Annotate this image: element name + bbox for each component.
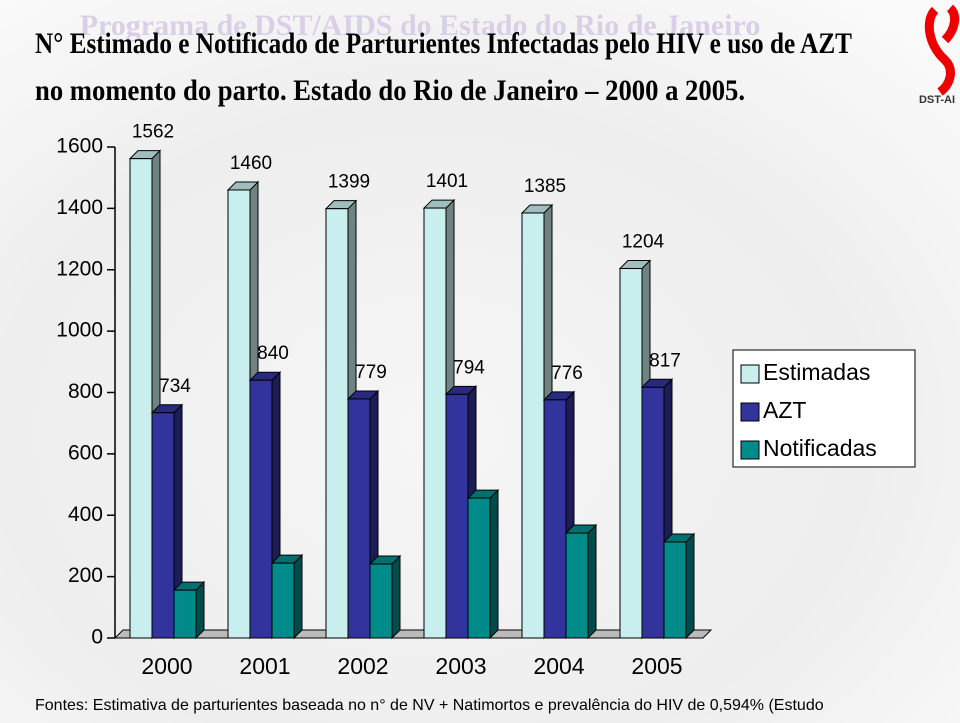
bar <box>565 532 589 639</box>
data-label: 1562 <box>132 122 174 143</box>
bar <box>173 589 197 639</box>
y-tick-label: 1200 <box>56 257 103 280</box>
x-tick-label: 2000 <box>141 653 192 679</box>
bar <box>445 393 469 639</box>
bar <box>663 541 687 639</box>
y-tick-label: 800 <box>68 380 103 403</box>
data-label: 840 <box>257 343 289 364</box>
bar <box>641 386 665 639</box>
logo-ribbon <box>924 4 960 96</box>
bar <box>151 412 175 639</box>
legend-label: Notificadas <box>763 435 877 461</box>
y-tick-label: 200 <box>68 564 103 587</box>
bar-side <box>489 488 499 640</box>
y-tick-label: 0 <box>91 626 103 649</box>
legend-box <box>732 349 916 468</box>
bar-side <box>685 532 695 640</box>
chart-title: N° Estimado e Notificado de Parturientes… <box>35 27 852 60</box>
chart-title: no momento do parto. Estado do Rio de Ja… <box>35 74 745 107</box>
y-tick-label: 1400 <box>56 196 103 219</box>
data-label: 1460 <box>230 153 272 174</box>
bar <box>543 399 567 639</box>
data-label: 779 <box>355 362 387 383</box>
bar <box>227 189 251 639</box>
bar <box>129 158 153 639</box>
data-label: 794 <box>453 357 485 378</box>
legend-swatch <box>740 402 760 422</box>
y-tick-label: 400 <box>68 503 103 526</box>
bar <box>369 563 393 639</box>
y-tick-label: 600 <box>68 441 103 464</box>
legend-label: AZT <box>763 397 806 423</box>
data-label: 1204 <box>622 232 665 253</box>
bar-side <box>391 554 401 640</box>
bar <box>521 212 545 639</box>
data-label: 1401 <box>426 171 468 192</box>
bar-side <box>587 523 597 640</box>
bar <box>423 207 447 639</box>
watermark: Programa de DST/AIDS do Estado do Rio de… <box>80 9 761 42</box>
bar <box>249 379 273 639</box>
x-tick-label: 2003 <box>435 653 486 679</box>
bar-side <box>293 553 303 640</box>
data-label: 817 <box>649 350 681 371</box>
x-tick-label: 2005 <box>631 653 682 679</box>
x-tick-label: 2004 <box>533 653 584 679</box>
footnote: Fontes: Estimativa de parturientes basea… <box>35 697 824 714</box>
y-tick-label: 1000 <box>56 319 103 342</box>
data-label: 776 <box>551 363 583 384</box>
bar <box>325 208 349 639</box>
bar <box>619 268 643 639</box>
x-tick-label: 2001 <box>239 653 290 679</box>
x-tick-label: 2002 <box>337 653 388 679</box>
data-label: 1399 <box>328 172 370 193</box>
data-label: 1385 <box>524 176 566 197</box>
bar-side <box>195 580 205 640</box>
y-tick-label: 1600 <box>56 135 103 158</box>
data-label: 734 <box>159 376 191 397</box>
bar <box>271 562 295 639</box>
legend-swatch <box>740 440 760 460</box>
bar <box>467 497 491 639</box>
bar <box>347 398 371 639</box>
logo-text: DST-AI <box>919 94 955 106</box>
legend-label: Estimadas <box>763 359 870 385</box>
legend-swatch <box>740 364 760 384</box>
